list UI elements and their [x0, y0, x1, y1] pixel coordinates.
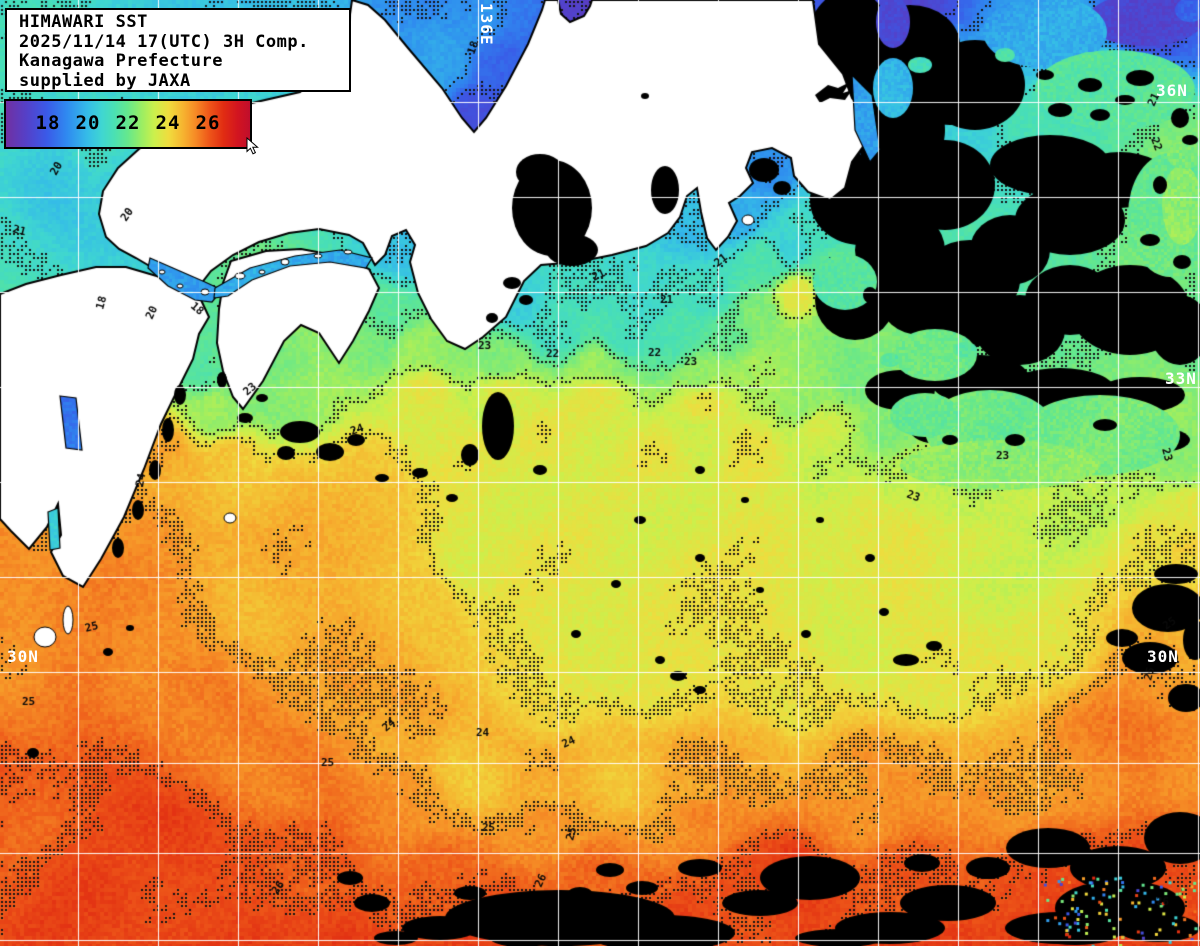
- colorbar-tick: 26: [195, 112, 221, 135]
- colorbar-tick: 20: [75, 112, 101, 135]
- title-source: supplied by JAXA: [19, 70, 191, 91]
- title-region: Kanagawa Prefecture: [19, 51, 223, 71]
- colorbar-tick: 24: [155, 112, 181, 135]
- grid-label-30n-left: 30N: [7, 647, 39, 666]
- colorbar-tick: 18: [35, 112, 61, 135]
- mouse-cursor-icon: [246, 137, 259, 155]
- grid-label-136e: 136E: [477, 3, 496, 46]
- title-product: HIMAWARI SST: [19, 12, 148, 32]
- grid-label-30n-right: 30N: [1147, 647, 1179, 666]
- title-box: HIMAWARI SST 2025/11/14 17(UTC) 3H Comp.…: [5, 8, 351, 92]
- grid-label-36n: 36N: [1156, 81, 1188, 100]
- grid-label-33n: 33N: [1165, 369, 1197, 388]
- title-datetime: 2025/11/14 17(UTC) 3H Comp.: [19, 31, 309, 52]
- temperature-colorbar: 18 20 22 24 26: [4, 99, 252, 149]
- colorbar-tick: 22: [115, 112, 141, 135]
